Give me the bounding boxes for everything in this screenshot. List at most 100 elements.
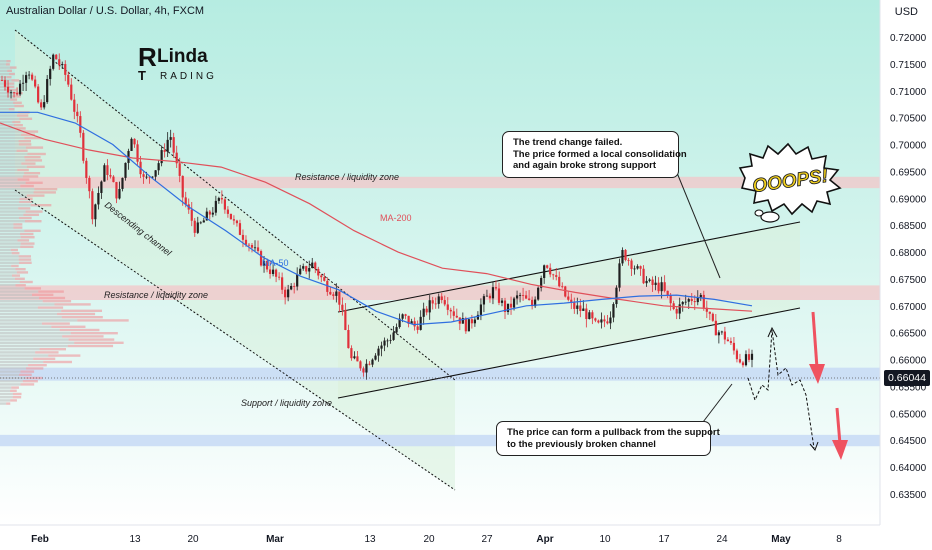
volume-profile-bar: [32, 293, 54, 296]
volume-profile-bar: [0, 136, 25, 140]
volume-profile-bar: [0, 367, 27, 370]
candle: [3, 76, 7, 91]
candle: [73, 93, 76, 120]
candle: [455, 308, 458, 319]
volume-profile-bar: [26, 194, 45, 197]
price-tick-label: 0.70500: [890, 114, 927, 125]
candle: [118, 181, 121, 200]
price-axis[interactable]: 0.72000 0.71500 0.71000 0.70500 0.70000 0.695…: [890, 33, 927, 501]
candle: [332, 292, 335, 300]
volume-profile-bar: [12, 396, 22, 399]
price-tick-label: 0.66000: [890, 356, 927, 367]
channel-line-upper: [14, 29, 456, 381]
volume-profile-bar: [9, 88, 17, 92]
candle: [37, 84, 40, 104]
volume-profile-bar: [5, 63, 10, 66]
candle: [377, 345, 380, 362]
volume-profile-bar: [19, 280, 33, 284]
candle: [40, 99, 43, 111]
ma50-label: MA-50: [262, 258, 289, 268]
candle: [570, 293, 573, 310]
ascending-channel-fill: [338, 222, 800, 398]
brand-logo: R Linda T RADING: [136, 40, 228, 84]
volume-profile-bar: [19, 197, 33, 200]
price-tick-label: 0.65000: [890, 409, 927, 420]
candle: [112, 175, 115, 183]
volume-profile-bar: [0, 306, 38, 309]
volume-profile-bar: [0, 261, 20, 264]
candle: [503, 297, 507, 319]
volume-profile-bar: [0, 181, 26, 184]
candle: [24, 71, 28, 92]
channel-line-lower: [14, 189, 456, 491]
time-axis[interactable]: Feb 13 20 Mar 13 20 27 Apr 10 17 24 May 8: [31, 534, 842, 545]
volume-profile-bar: [0, 152, 28, 156]
volume-profile-bar: [0, 322, 42, 325]
callout-line: The price can form a pullback from the s…: [507, 427, 720, 438]
volume-profile-bar: [70, 332, 118, 335]
volume-profile-bar: [30, 204, 52, 207]
volume-profile-bar: [0, 178, 18, 181]
volume-profile-bar: [19, 261, 32, 264]
candle: [642, 265, 645, 285]
candle: [612, 302, 615, 323]
price-tick-label: 0.71500: [890, 60, 927, 71]
volume-profile-bar: [19, 373, 32, 376]
candle: [353, 351, 356, 360]
candle: [100, 180, 103, 199]
volume-profile-bar: [0, 156, 25, 159]
volume-profile-bar: [16, 114, 29, 117]
volume-profile-bar: [0, 130, 23, 133]
volume-profile-bar: [16, 271, 29, 274]
volume-profile-bar: [0, 242, 21, 245]
volume-profile-bar: [0, 159, 26, 162]
volume-profile-bar: [0, 402, 7, 405]
candle: [440, 293, 443, 304]
candle: [521, 287, 525, 301]
time-tick-label: 10: [599, 534, 611, 545]
volume-profile-bar: [0, 383, 21, 386]
candle: [52, 53, 55, 71]
candle: [43, 95, 46, 110]
volume-profile-bar: [0, 226, 14, 229]
candle: [594, 317, 597, 323]
volume-profile-bar: [0, 309, 62, 312]
candle: [636, 264, 639, 270]
candle: [726, 337, 730, 342]
candle: [9, 89, 13, 99]
candle: [259, 249, 263, 267]
volume-profile-bar: [17, 178, 30, 181]
candle: [241, 229, 245, 248]
current-price-badge: 0.66044: [884, 370, 930, 386]
candle: [699, 293, 702, 302]
volume-profile-bar: [20, 383, 35, 386]
symbol-title[interactable]: Australian Dollar / U.S. Dollar, 4h, FXC…: [6, 5, 205, 17]
volume-profile-bar: [77, 319, 129, 322]
candle: [543, 264, 546, 284]
volume-profile-bar: [0, 69, 8, 72]
candle: [130, 137, 133, 151]
candle: [663, 275, 666, 293]
candle: [446, 297, 449, 316]
candle: [741, 360, 745, 368]
candle: [265, 258, 269, 273]
candle: [67, 71, 70, 87]
candle: [615, 285, 618, 308]
candle: [28, 71, 31, 80]
candle: [163, 143, 166, 158]
candle: [226, 206, 230, 218]
candle: [238, 219, 242, 236]
volume-profile-bar: [0, 236, 21, 239]
volume-profile-bar: [48, 354, 81, 357]
volume-profile-bar: [0, 332, 71, 335]
volume-profile-bar: [18, 143, 32, 146]
candle: [633, 265, 636, 275]
callout-line: The price formed a local consolidation: [513, 148, 687, 160]
candle: [723, 326, 726, 345]
callout-line: to the previously broken channel: [507, 438, 656, 450]
candle: [320, 273, 323, 283]
candle: [296, 267, 299, 291]
volume-profile-bar: [0, 213, 24, 216]
candle: [235, 219, 239, 227]
